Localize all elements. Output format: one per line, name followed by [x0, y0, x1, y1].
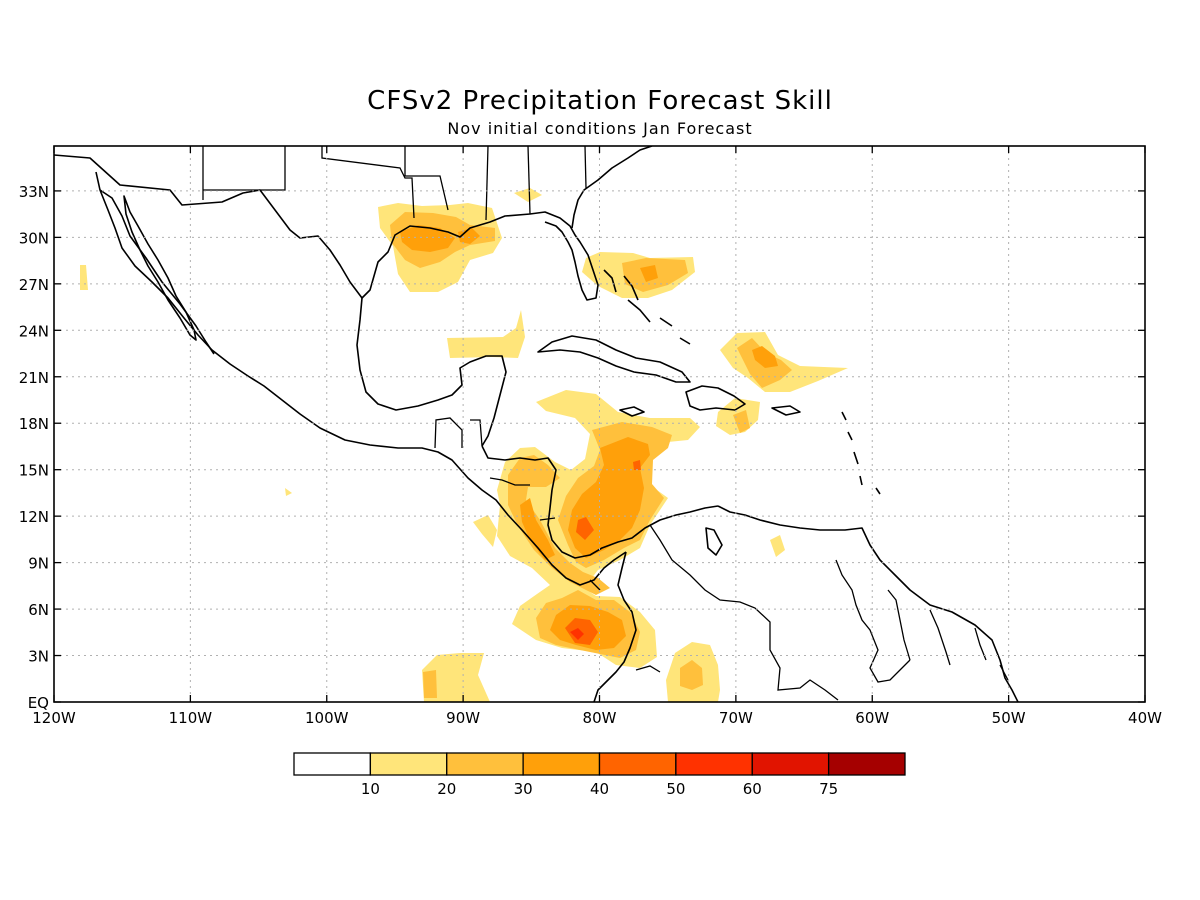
skill-area-jamaica-l2: [733, 410, 750, 433]
lat-tick-label: 12N: [19, 508, 49, 526]
skill-area-gulf-south: [447, 310, 525, 358]
skill-area-costa-rica-l3: [520, 498, 555, 560]
colorbar-swatch: [293, 752, 372, 776]
map-subtitle: Nov initial conditions Jan Forecast: [447, 119, 753, 138]
skill-area-georgia: [514, 188, 542, 202]
lat-tick-label: 6N: [28, 601, 49, 619]
skill-area-venezuela-islet: [770, 535, 785, 557]
skill-area-panama-l5: [570, 628, 584, 640]
lat-tick-label: 30N: [19, 229, 49, 247]
colorbar-label: 40: [590, 780, 609, 798]
skill-area-baja-west: [80, 265, 88, 290]
colorbar-swatch: [751, 752, 830, 776]
lat-tick-label: EQ: [28, 694, 49, 712]
colorbar-label: 30: [514, 780, 533, 798]
skill-area-gulf-north-l3: [400, 225, 455, 252]
skill-area-galapagos: [422, 653, 490, 702]
colorbar-label: 20: [437, 780, 456, 798]
colorbar-swatch: [675, 752, 753, 776]
skill-area-hispaniola: [720, 332, 848, 392]
colorbar-swatch: [598, 752, 677, 776]
lat-tick-label: 18N: [19, 415, 49, 433]
skill-area-caribbean-l4b: [633, 460, 641, 470]
lon-tick-label: 70W: [719, 709, 753, 727]
coastlines: [54, 146, 1019, 702]
lon-tick-label: 110W: [169, 709, 213, 727]
lat-tick-label: 15N: [19, 462, 49, 480]
lon-tick-label: 60W: [855, 709, 889, 727]
lon-tick-label: 40W: [1128, 709, 1162, 727]
lat-tick-label: 33N: [19, 183, 49, 201]
skill-area-colombia-l2: [680, 660, 703, 690]
colorbar-swatch: [446, 752, 524, 776]
colorbar-label: 60: [743, 780, 762, 798]
lat-tick-label: 24N: [19, 322, 49, 340]
colorbar-label: 50: [666, 780, 685, 798]
axis-ticks: 120W 110W 100W 90W 80W 70W 60W 50W 40W 33N 30N 27N 2…: [19, 146, 1162, 727]
lat-tick-label: 3N: [28, 648, 49, 666]
lon-tick-label: 80W: [583, 709, 617, 727]
colorbar-swatch: [369, 752, 448, 776]
map-title: CFSv2 Precipitation Forecast Skill: [367, 86, 833, 116]
colorbar-swatch: [522, 752, 601, 776]
graticule: [54, 146, 1145, 702]
lon-tick-label: 90W: [446, 709, 480, 727]
skill-area-bahamas-l3: [640, 265, 658, 282]
colorbar: 10 20 30 40 50 60 75: [293, 752, 906, 798]
skill-area-pacific-small: [473, 515, 497, 547]
lat-tick-label: 21N: [19, 369, 49, 387]
colorbar-label: 75: [819, 780, 838, 798]
skill-area-pacific-dot: [285, 488, 292, 496]
lon-tick-label: 50W: [992, 709, 1026, 727]
colorbar-swatch: [827, 752, 906, 776]
skill-area-hispaniola-l3: [752, 346, 778, 368]
lon-tick-label: 120W: [32, 709, 76, 727]
lon-tick-label: 100W: [305, 709, 349, 727]
political-borders: [202, 146, 1009, 701]
lat-tick-label: 9N: [28, 555, 49, 573]
skill-area-galapagos-l2: [423, 670, 437, 698]
skill-shading: [80, 188, 848, 702]
skill-area-caribbean-l4: [576, 517, 594, 540]
colorbar-label: 10: [361, 780, 380, 798]
lat-tick-label: 27N: [19, 276, 49, 294]
